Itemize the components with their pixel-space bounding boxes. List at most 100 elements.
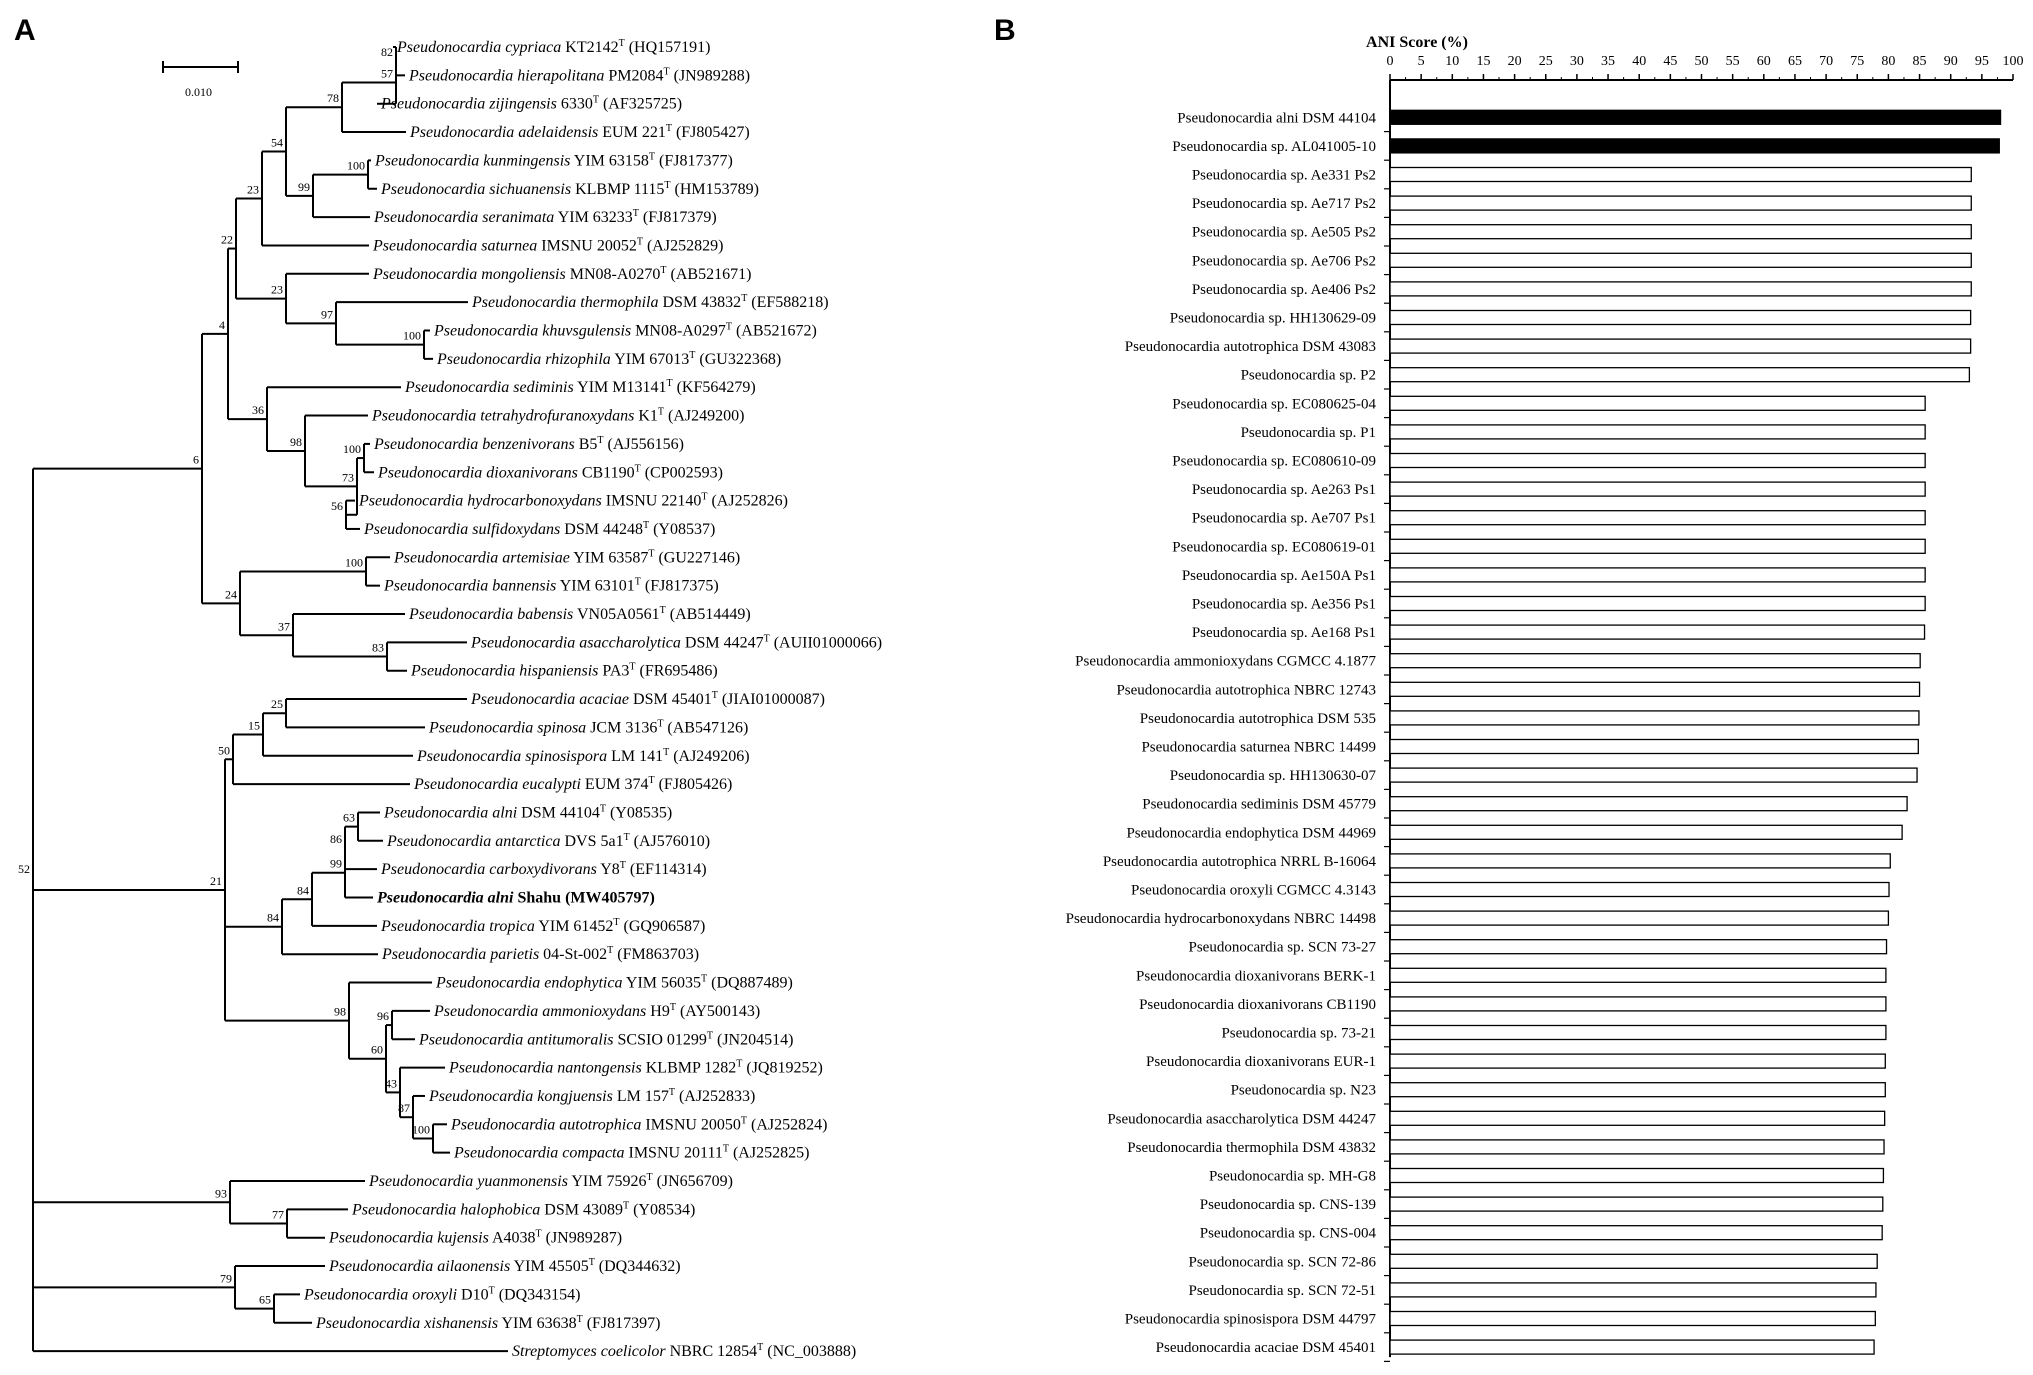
leaf-strain: YIM 63101 xyxy=(556,578,635,595)
category-label: Pseudonocardia sp. AL041005-10 xyxy=(1172,139,1376,155)
bootstrap-value: 100 xyxy=(345,555,363,569)
leaf-species: Pseudonocardia kongjuensis xyxy=(428,1088,613,1105)
leaf-species: Pseudonocardia halophobica xyxy=(351,1201,540,1218)
leaf-species: Pseudonocardia seranimata xyxy=(373,209,554,226)
leaf-strain: DVS 5a1 xyxy=(560,833,623,850)
leaf-species: Pseudonocardia benzenivorans xyxy=(373,436,575,453)
leaf-type-superscript: T xyxy=(666,378,672,389)
bar xyxy=(1389,224,1972,240)
leaf-species: Pseudonocardia nantongensis xyxy=(448,1060,642,1077)
leaf-type-superscript: T xyxy=(657,718,663,729)
leaf-type-superscript: T xyxy=(536,1229,542,1240)
leaf-species: Pseudonocardia antitumoralis xyxy=(418,1031,614,1048)
bar xyxy=(1389,595,1926,612)
bar xyxy=(1389,1167,1885,1184)
bar xyxy=(1389,1024,1887,1041)
bootstrap-value: 56 xyxy=(331,499,343,513)
bar xyxy=(1389,1053,1886,1069)
category-label: Pseudonocardia sp. MH-G8 xyxy=(1209,1169,1376,1185)
leaf-species: Pseudonocardia tropica xyxy=(380,918,535,935)
leaf-accession: (DQ344632) xyxy=(595,1258,681,1275)
leaf-species: Pseudonocardia thermophila xyxy=(471,294,659,311)
category-label: Pseudonocardia autotrophica DSM 43083 xyxy=(1125,339,1376,355)
bootstrap-value: 23 xyxy=(247,182,259,196)
leaf-type-superscript: T xyxy=(607,945,613,956)
leaf-accession: (FJ817377) xyxy=(655,152,733,169)
bootstrap-value: 98 xyxy=(290,435,302,449)
leaf-species: Pseudonocardia bannensis xyxy=(383,578,556,595)
leaf-accession: (EF588218) xyxy=(747,294,828,311)
bar xyxy=(1389,853,1891,869)
bar xyxy=(1389,138,2000,154)
category-label: Pseudonocardia sp. CNS-139 xyxy=(1200,1197,1376,1213)
tree-leaf: Pseudonocardia khuvsgulensis MN08-A0297T… xyxy=(433,322,817,340)
leaf-accession: (KF564279) xyxy=(673,379,756,396)
leaf-species: Pseudonocardia dioxanivorans xyxy=(377,464,578,481)
bar xyxy=(1389,1339,1875,1355)
bar xyxy=(1389,1310,1876,1327)
bootstrap-value: 4 xyxy=(219,318,225,332)
bootstrap-value: 100 xyxy=(343,442,361,456)
leaf-type-superscript: T xyxy=(664,66,670,77)
tree-leaf: Pseudonocardia kunmingensis YIM 63158T (… xyxy=(374,151,733,169)
leaf-accession: (Y08537) xyxy=(649,521,715,538)
leaf-accession: (DQ343154) xyxy=(495,1286,581,1303)
bootstrap-value: 60 xyxy=(371,1043,383,1057)
category-label: Pseudonocardia sp. Ae505 Ps2 xyxy=(1192,225,1376,241)
bar xyxy=(1389,796,1908,812)
bootstrap-value: 37 xyxy=(278,619,290,633)
leaf-accession: (AJ252825) xyxy=(729,1145,809,1162)
bar xyxy=(1389,624,1926,640)
leaf-strain: YIM M13141 xyxy=(574,379,667,396)
leaf-species: Pseudonocardia tetrahydrofuranoxydans xyxy=(371,408,634,425)
leaf-strain: H9 xyxy=(646,1003,670,1020)
bootstrap-value: 100 xyxy=(412,1122,430,1136)
leaf-accession: (JN989287) xyxy=(542,1230,622,1247)
leaf-species: Pseudonocardia kujensis xyxy=(328,1230,489,1247)
leaf-accession: (FJ817375) xyxy=(641,578,719,595)
tree-leaf: Streptomyces coelicolor NBRC 12854T (NC_… xyxy=(512,1342,856,1360)
leaf-type-superscript: T xyxy=(646,1172,652,1183)
bootstrap-value: 54 xyxy=(271,136,283,150)
category-label: Pseudonocardia sp. HH130630-07 xyxy=(1170,768,1377,784)
leaf-accession: (AB521672) xyxy=(732,323,817,340)
bar xyxy=(1389,967,1887,983)
leaf-strain: NBRC 12854 xyxy=(666,1343,758,1360)
leaf-species: Pseudonocardia khuvsgulensis xyxy=(433,323,631,340)
category-label: Pseudonocardia endophytica DSM 44969 xyxy=(1126,825,1376,841)
bootstrap-value: 23 xyxy=(271,283,283,297)
leaf-strain: YIM 63638 xyxy=(498,1315,577,1332)
bar xyxy=(1389,910,1890,926)
leaf-accession: (AUII01000066) xyxy=(770,634,882,651)
bootstrap-value: 99 xyxy=(330,857,342,871)
ani-category-labels: Pseudonocardia alni DSM 44104 Pseudonocar… xyxy=(1066,110,1377,1356)
category-label: Pseudonocardia sp. P2 xyxy=(1241,368,1376,384)
x-tick-label: 55 xyxy=(1726,54,1740,69)
leaf-species: Pseudonocardia alni xyxy=(383,804,517,821)
leaf-strain: IMSNU 20052 xyxy=(537,237,637,254)
bar xyxy=(1389,252,1972,268)
leaf-type-superscript: T xyxy=(757,1342,763,1353)
tree-leaf: Pseudonocardia sediminis YIM M13141T (KF… xyxy=(404,378,756,396)
leaf-type-superscript: T xyxy=(664,180,670,191)
leaf-type-superscript: T xyxy=(666,123,672,134)
tree-leaf: Pseudonocardia acaciae DSM 45401T (JIAI0… xyxy=(470,690,825,708)
bootstrap-value: 15 xyxy=(248,718,260,732)
bootstrap-value: 93 xyxy=(215,1186,227,1200)
leaf-strain: IMSNU 20111 xyxy=(624,1145,722,1162)
bootstrap-value: 24 xyxy=(225,587,237,601)
leaf-type-superscript: T xyxy=(712,690,718,701)
leaf-type-superscript: T xyxy=(620,860,626,871)
tree-leaf: Pseudonocardia hydrocarbonoxydans IMSNU … xyxy=(358,492,788,510)
leaf-accession: (HM153789) xyxy=(671,181,759,198)
leaf-strain: KT2142 xyxy=(561,39,618,56)
tree-leaf: Pseudonocardia autotrophica IMSNU 20050T… xyxy=(450,1115,827,1133)
leaf-accession: (AJ252833) xyxy=(675,1088,755,1105)
tree-leaf: Pseudonocardia mongoliensis MN08-A0270T … xyxy=(372,265,751,283)
tree-leaf: Pseudonocardia cypriaca KT2142T (HQ15719… xyxy=(396,38,710,56)
category-label: Pseudonocardia sp. EC080625-04 xyxy=(1172,396,1376,412)
leaf-strain: DSM 43832 xyxy=(659,294,742,311)
category-label: Pseudonocardia asaccharolytica DSM 44247 xyxy=(1107,1111,1376,1127)
tree-leaf: Pseudonocardia spinosa JCM 3136T (AB5471… xyxy=(428,718,748,736)
